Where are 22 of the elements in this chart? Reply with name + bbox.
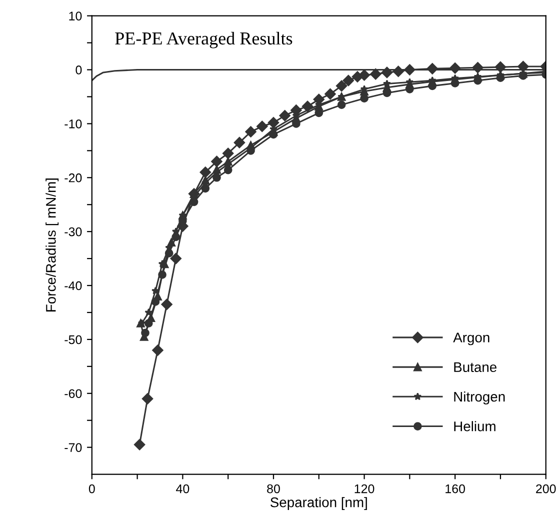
legend-label: Argon bbox=[453, 332, 490, 346]
x-tick-label: 40 bbox=[176, 484, 190, 494]
y-axis-title: Force/Radius [ mN/m] bbox=[46, 178, 59, 312]
x-tick-label: 0 bbox=[88, 484, 95, 494]
y-tick-label: -70 bbox=[64, 443, 82, 452]
x-tick-label: 160 bbox=[446, 484, 466, 494]
y-tick-label: -30 bbox=[64, 227, 82, 236]
y-tick-label: 10 bbox=[69, 12, 82, 20]
x-tick-label: 80 bbox=[267, 484, 280, 494]
y-tick-label: -20 bbox=[64, 173, 82, 182]
y-tick-label: -40 bbox=[64, 281, 82, 290]
x-tick-label: 120 bbox=[354, 484, 374, 494]
text: PE-PE Averaged Results bbox=[115, 32, 292, 48]
y-tick-label: -10 bbox=[64, 119, 82, 128]
legend-label: Butane bbox=[454, 362, 496, 372]
y-tick-label: -60 bbox=[64, 389, 82, 398]
y-tick-label: -50 bbox=[64, 335, 82, 344]
y-tick-label: 0 bbox=[76, 66, 82, 74]
x-axis-title: Separation [nm] bbox=[270, 497, 367, 510]
x-tick-label: 200 bbox=[536, 484, 556, 494]
legend-label: Helium bbox=[454, 421, 496, 432]
legend-label: Nitrogen bbox=[454, 391, 505, 404]
